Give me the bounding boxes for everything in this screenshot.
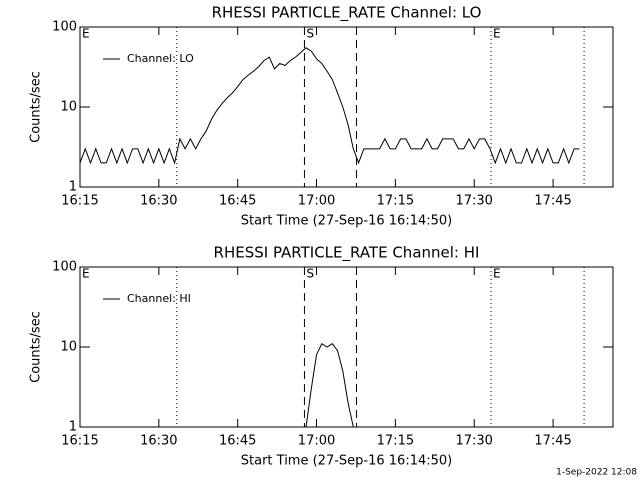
x-tick-label: 16:15 xyxy=(61,194,98,209)
y-axis-label: Counts/sec xyxy=(29,71,44,143)
x-tick-label: 16:30 xyxy=(140,194,177,209)
x-tick-label: 17:30 xyxy=(455,434,492,449)
x-tick-label: 17:15 xyxy=(377,194,414,209)
event-marker: S xyxy=(306,267,314,281)
x-axis-label: Start Time (27-Sep-16 16:14:50) xyxy=(241,214,452,229)
y-axis-label: Counts/sec xyxy=(29,311,44,383)
legend-label: Channel: LO xyxy=(127,52,194,65)
x-tick-label: 16:30 xyxy=(140,434,177,449)
event-marker: E xyxy=(493,27,501,41)
data-line xyxy=(80,47,580,165)
chart-title: RHESSI PARTICLE_RATE Channel: HI xyxy=(214,244,480,263)
y-tick-label: 100 xyxy=(52,20,77,35)
event-marker: E xyxy=(82,267,90,281)
x-tick-label: 17:45 xyxy=(534,434,571,449)
x-tick-label: 16:45 xyxy=(219,434,256,449)
legend-label: Channel: HI xyxy=(127,292,191,305)
x-tick-label: 17:00 xyxy=(298,434,335,449)
x-tick-label: 16:45 xyxy=(219,194,256,209)
chart-title: RHESSI PARTICLE_RATE Channel: LO xyxy=(212,4,482,23)
y-tick-label: 10 xyxy=(60,340,77,355)
y-tick-label: 1 xyxy=(69,180,77,195)
event-marker: E xyxy=(82,27,90,41)
x-tick-label: 17:30 xyxy=(455,194,492,209)
x-tick-label: 16:15 xyxy=(61,434,98,449)
x-tick-label: 17:45 xyxy=(534,194,571,209)
event-marker: S xyxy=(306,27,314,41)
y-tick-label: 1 xyxy=(69,420,77,435)
y-tick-label: 10 xyxy=(60,100,77,115)
y-tick-label: 100 xyxy=(52,260,77,275)
x-axis-label: Start Time (27-Sep-16 16:14:50) xyxy=(241,454,452,469)
event-marker: E xyxy=(493,267,501,281)
x-tick-label: 17:00 xyxy=(298,194,335,209)
x-tick-label: 17:15 xyxy=(377,434,414,449)
footer: 1-Sep-2022 12:08 xyxy=(556,468,637,478)
data-line xyxy=(305,342,354,427)
